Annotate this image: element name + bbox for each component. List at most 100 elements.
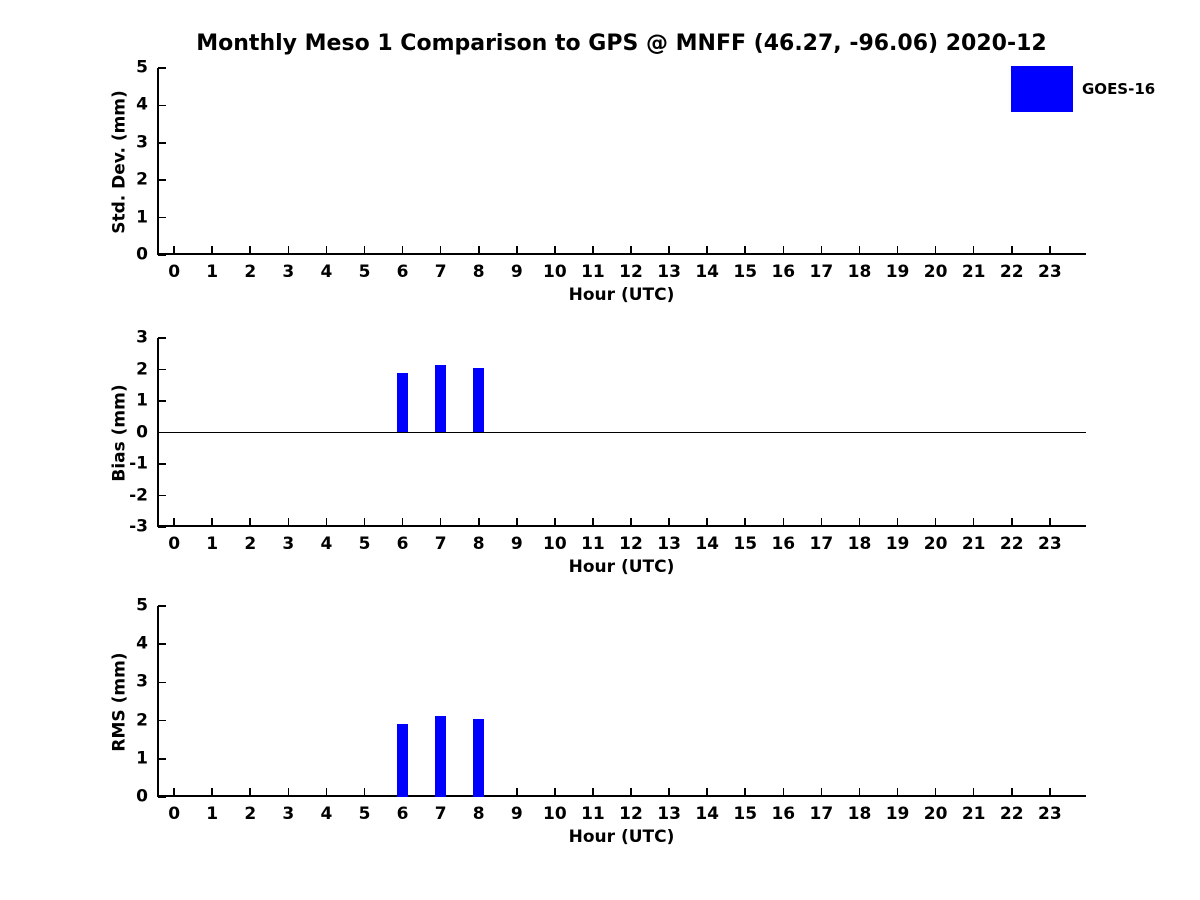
x-tick-label: 23 (1037, 804, 1062, 824)
x-axis-label: Hour (UTC) (568, 557, 675, 577)
x-tick-label: 1 (206, 534, 219, 554)
x-tick (668, 788, 670, 796)
x-tick-label: 12 (619, 262, 643, 282)
x-tick-label: 19 (885, 262, 910, 282)
x-tick (896, 788, 899, 796)
x-tick-label: 18 (847, 804, 872, 824)
y-tick-label: 2 (136, 710, 148, 731)
y-axis-label: Std. Dev. (mm) (109, 89, 130, 234)
x-tick (592, 246, 594, 254)
y-tick (158, 494, 166, 497)
x-tick-label: 0 (168, 804, 181, 824)
legend-swatch (1011, 66, 1073, 112)
x-tick (554, 518, 556, 526)
x-tick (744, 518, 747, 526)
y-tick (158, 179, 166, 181)
x-tick (782, 246, 785, 254)
x-tick-label: 12 (619, 534, 643, 554)
x-tick (401, 518, 404, 526)
x-tick-label: 1 (206, 262, 219, 282)
y-tick-label: 1 (136, 748, 148, 769)
y-axis-spine (157, 606, 159, 797)
x-tick (782, 518, 785, 526)
y-tick-label: 4 (136, 633, 148, 654)
y-tick-label: 3 (136, 671, 148, 692)
x-tick (249, 246, 252, 254)
x-tick-label: 6 (396, 534, 409, 554)
y-tick-label: 2 (136, 359, 148, 379)
x-tick-label: 8 (472, 262, 485, 282)
x-tick-label: 23 (1037, 534, 1062, 554)
x-tick (858, 518, 861, 526)
x-axis-spine (157, 795, 1086, 797)
x-tick-label: 4 (320, 534, 333, 554)
x-tick (287, 788, 290, 796)
bar (473, 367, 485, 433)
x-tick (325, 518, 328, 526)
y-tick-label: -2 (129, 485, 148, 505)
y-tick-label: 0 (136, 244, 148, 265)
x-tick (630, 518, 632, 526)
y-tick-label: 5 (136, 57, 148, 78)
x-tick-label: 17 (809, 804, 834, 824)
y-tick (158, 605, 166, 607)
x-tick-label: 13 (657, 534, 681, 554)
x-tick (1010, 246, 1013, 254)
x-tick (1010, 518, 1013, 526)
x-tick-label: 8 (472, 534, 485, 554)
x-tick-label: 8 (472, 804, 485, 824)
x-tick-label: 13 (657, 804, 681, 824)
x-tick (820, 788, 823, 796)
x-tick-label: 7 (434, 804, 447, 824)
x-tick (173, 788, 175, 796)
x-axis-label: Hour (UTC) (568, 285, 675, 305)
y-axis-spine (157, 68, 159, 255)
x-tick (249, 788, 252, 796)
x-tick-label: 9 (510, 534, 523, 554)
x-tick (934, 518, 937, 526)
x-tick (554, 788, 556, 796)
x-tick-label: 5 (358, 262, 371, 282)
x-tick (515, 788, 518, 796)
x-tick-label: 21 (961, 262, 986, 282)
x-tick-label: 14 (695, 262, 719, 282)
x-tick-label: 4 (320, 262, 333, 282)
x-tick (515, 518, 518, 526)
x-tick (592, 518, 594, 526)
x-tick-label: 20 (923, 262, 948, 282)
y-tick-label: 1 (136, 207, 148, 228)
x-tick-label: 19 (885, 534, 910, 554)
x-tick (1049, 246, 1051, 254)
x-tick (249, 518, 252, 526)
y-tick (158, 400, 166, 402)
y-tick-label: 5 (136, 595, 148, 616)
x-tick-label: 2 (244, 804, 257, 824)
x-tick-label: 11 (581, 262, 605, 282)
x-tick (211, 246, 213, 254)
y-tick (158, 758, 166, 760)
x-tick (972, 788, 975, 796)
x-tick (477, 246, 480, 254)
y-tick (158, 681, 166, 684)
y-tick-label: 0 (136, 786, 148, 807)
x-tick (896, 518, 899, 526)
y-tick-label: 0 (136, 422, 148, 442)
x-tick (363, 788, 366, 796)
x-tick-label: 3 (282, 534, 295, 554)
x-tick (1049, 518, 1051, 526)
x-tick-label: 17 (809, 262, 834, 282)
x-tick-label: 15 (733, 804, 758, 824)
x-tick (287, 518, 290, 526)
x-tick (401, 246, 404, 254)
x-tick-label: 7 (434, 262, 447, 282)
x-tick (934, 246, 937, 254)
x-tick-label: 16 (771, 262, 796, 282)
x-tick (515, 246, 518, 254)
bar (434, 364, 447, 433)
x-tick-label: 10 (543, 262, 567, 282)
x-tick-label: 7 (434, 534, 447, 554)
y-tick-label: 3 (136, 132, 148, 153)
x-tick (782, 788, 785, 796)
zero-line (157, 431, 1086, 434)
